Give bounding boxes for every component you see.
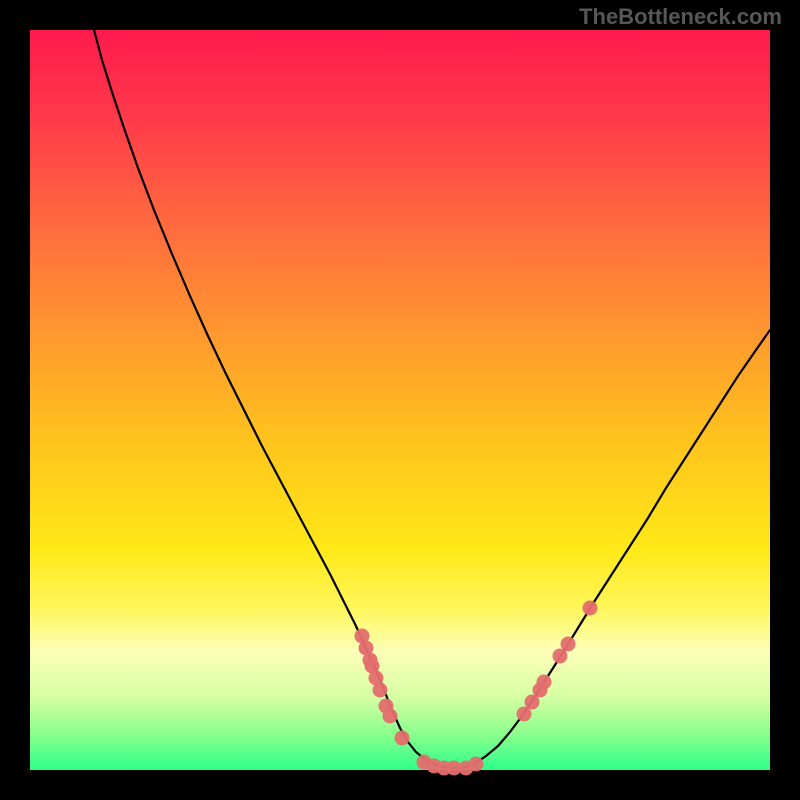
- marker-dot: [373, 683, 388, 698]
- chart-svg: [0, 0, 800, 800]
- marker-dot: [561, 637, 576, 652]
- marker-dot: [395, 731, 410, 746]
- chart-frame: TheBottleneck.com: [0, 0, 800, 800]
- marker-dot: [469, 757, 484, 772]
- marker-dot: [383, 709, 398, 724]
- marker-dot: [583, 601, 598, 616]
- plot-background: [30, 30, 770, 770]
- watermark-text: TheBottleneck.com: [579, 4, 782, 30]
- marker-dot: [537, 675, 552, 690]
